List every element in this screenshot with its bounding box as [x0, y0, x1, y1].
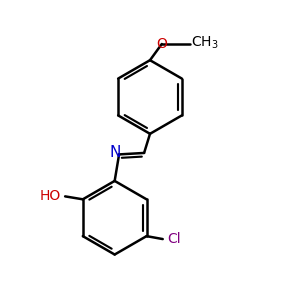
- Text: HO: HO: [40, 189, 61, 203]
- Text: N: N: [110, 145, 121, 160]
- Text: O: O: [156, 37, 167, 51]
- Text: CH$_3$: CH$_3$: [191, 35, 219, 51]
- Text: Cl: Cl: [167, 232, 181, 246]
